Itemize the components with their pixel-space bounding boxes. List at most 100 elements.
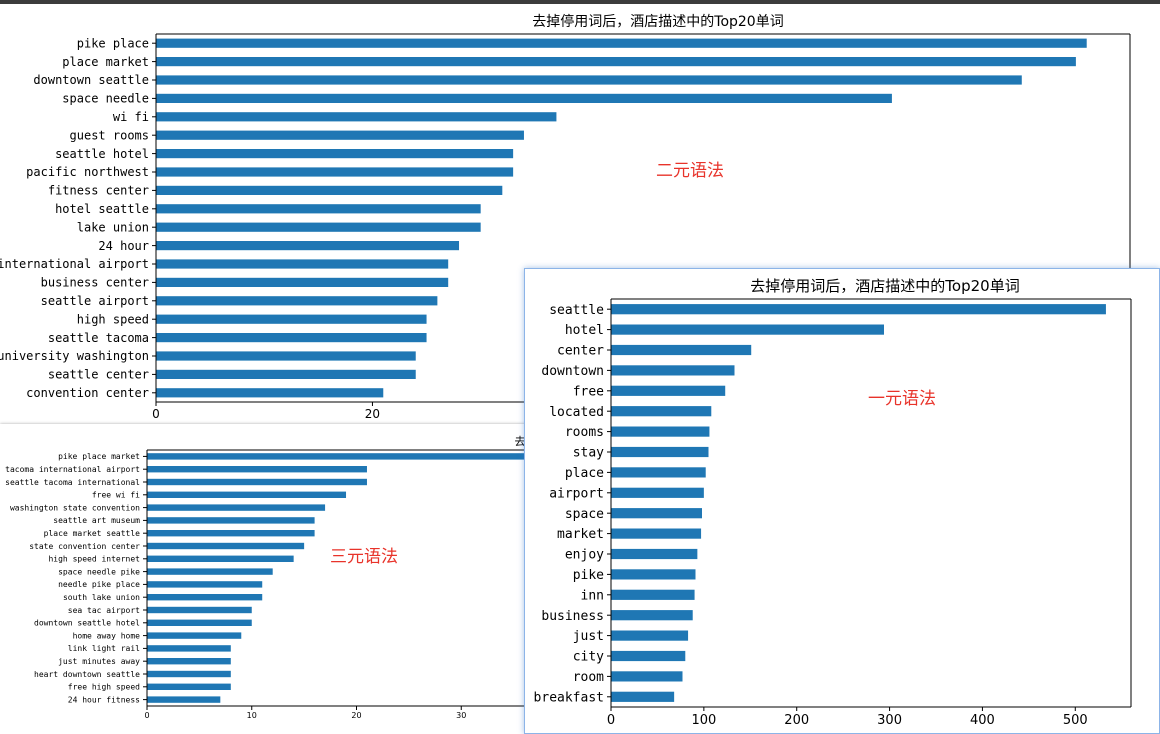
bar — [611, 487, 704, 498]
category-label: seattle airport — [41, 294, 149, 308]
bar — [156, 388, 384, 398]
category-label: downtown seattle hotel — [34, 619, 140, 628]
window-top-bar — [0, 0, 1160, 4]
bar — [156, 333, 427, 343]
bar — [156, 369, 416, 379]
bar — [156, 38, 1087, 48]
bar — [611, 426, 710, 437]
bar — [147, 606, 252, 614]
category-label: pike place — [77, 36, 149, 50]
category-label: space — [565, 507, 604, 522]
category-label: downtown seattle — [33, 73, 149, 87]
bar — [156, 130, 524, 140]
bar — [147, 466, 367, 473]
category-label: heart downtown seattle — [34, 670, 140, 679]
chart-title: 去掉停用词后，酒店描述中的Top20单词 — [532, 13, 783, 30]
category-label: seattle — [549, 303, 604, 318]
bar — [147, 683, 231, 690]
x-tick-label: 10 — [247, 711, 257, 720]
category-label: seattle art museum — [53, 516, 140, 525]
bar — [611, 589, 695, 600]
bar — [611, 610, 693, 621]
bar — [147, 645, 231, 652]
category-label: guest rooms — [70, 128, 149, 142]
chart-title: 去掉停用词后，酒店描述中的Top20单词 — [750, 277, 1019, 295]
category-label: place — [565, 466, 604, 481]
category-label: seattle tacoma international — [5, 478, 140, 487]
category-label: place market seattle — [44, 529, 141, 538]
category-label: room — [573, 670, 604, 685]
bar — [156, 277, 449, 287]
category-label: university washington — [0, 349, 149, 363]
category-label: south lake union — [63, 593, 140, 602]
category-label: hotel — [565, 323, 604, 338]
category-label: business center — [41, 276, 149, 290]
bar — [156, 149, 514, 159]
category-label: fitness center — [48, 184, 149, 198]
category-label: center — [557, 344, 604, 359]
category-label: seattle hotel — [55, 147, 149, 161]
bar — [156, 351, 416, 361]
bar — [156, 167, 514, 177]
x-tick-label: 100 — [691, 713, 716, 728]
bar — [156, 75, 1022, 85]
bar — [611, 467, 706, 478]
category-label: just minutes away — [58, 657, 140, 666]
category-label: lake union — [77, 220, 149, 234]
category-label: 24 hour fitness — [68, 695, 140, 704]
bar — [611, 344, 752, 356]
category-label: enjoy — [565, 548, 604, 563]
category-label: free high speed — [68, 683, 140, 692]
bar — [147, 568, 273, 575]
category-label: pacific northwest — [26, 165, 149, 179]
category-label: just — [573, 629, 604, 644]
category-label: tacoma international airport — [5, 465, 140, 474]
category-label: located — [549, 405, 604, 420]
trigram-chart-panel: 去 pike place market tacoma international a… — [0, 424, 540, 734]
category-label: place market — [62, 55, 149, 69]
bar — [147, 530, 315, 537]
x-tick-label: 20 — [365, 407, 380, 421]
bar — [147, 696, 221, 703]
trigram-annotation: 三元语法 — [330, 547, 398, 567]
category-label: inn — [581, 588, 604, 603]
unigram-chart: 去掉停用词后，酒店描述中的Top20单词 seattle hotel center do… — [534, 277, 1132, 728]
bar — [156, 241, 460, 251]
category-label: free — [573, 384, 604, 399]
chart-title: 去 — [515, 435, 526, 448]
bigram-chart: 去掉停用词后，酒店描述中的Top20单词 pike place place mark… — [0, 13, 1131, 421]
category-label: 24 hour — [98, 239, 149, 253]
category-label: link light rail — [68, 644, 140, 653]
bar — [156, 185, 503, 195]
bar — [611, 569, 696, 580]
bar — [156, 204, 481, 214]
category-label: washington state convention — [10, 503, 140, 512]
category-label: high speed — [77, 312, 149, 326]
category-label: free wi fi — [92, 491, 140, 500]
bar — [611, 365, 735, 376]
bar — [611, 385, 726, 396]
category-label: high speed internet — [48, 555, 140, 564]
bar — [611, 324, 884, 335]
bar — [156, 259, 449, 269]
bar — [611, 528, 702, 539]
bar — [147, 594, 263, 601]
x-tick-label: 200 — [784, 713, 809, 728]
unigram-chart-panel[interactable]: 去掉停用词后，酒店描述中的Top20单词 seattle hotel center do… — [524, 268, 1160, 734]
category-label: seattle center — [48, 368, 149, 382]
bar — [156, 57, 1076, 67]
category-label: downtown — [541, 364, 604, 379]
x-tick-label: 0 — [144, 711, 149, 720]
category-label: rooms — [565, 425, 604, 440]
bar — [147, 491, 347, 498]
bar — [147, 658, 231, 665]
category-label: market — [557, 527, 604, 542]
category-label: seattle tacoma — [48, 331, 149, 345]
bar — [156, 222, 481, 232]
bar — [611, 691, 675, 702]
x-tick-label: 500 — [1063, 713, 1088, 728]
bar — [147, 555, 294, 562]
category-label: sea tac airport — [68, 606, 140, 615]
x-tick-label: 300 — [877, 713, 902, 728]
x-tick-label: 30 — [456, 711, 466, 720]
